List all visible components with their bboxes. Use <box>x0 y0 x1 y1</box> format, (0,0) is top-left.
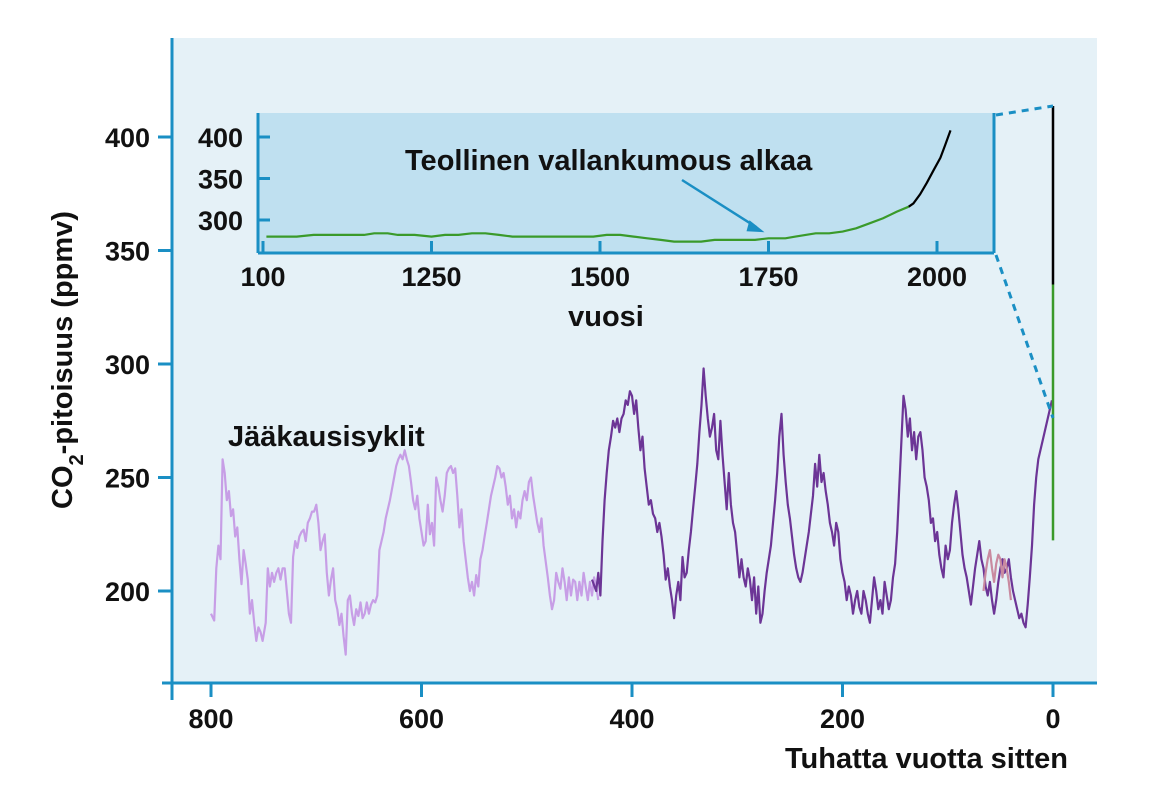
x-axis-label: Tuhatta vuotta sitten <box>785 743 1068 775</box>
inset-x-axis-label: vuosi <box>568 301 644 333</box>
annotation-arrow-head <box>746 220 765 233</box>
inset-y-tick-label: 350 <box>198 165 243 195</box>
series-line-older <box>210 449 600 656</box>
zoom-connector-bottom <box>994 254 1055 419</box>
inset-y-tick-label: 400 <box>198 123 243 153</box>
inset-plot-area <box>258 113 994 253</box>
y-tick-label: 400 <box>105 123 150 153</box>
series-line-red <box>982 548 1012 601</box>
x-tick-label: 200 <box>820 704 865 734</box>
y-tick-label: 250 <box>105 464 150 494</box>
inset-series-line-black <box>908 130 952 208</box>
inset-annotation: Teollinen vallankumous alkaa <box>405 145 813 177</box>
x-tick-label: 600 <box>399 704 444 734</box>
y-tick-label: 300 <box>105 350 150 380</box>
x-tick-label: 800 <box>188 704 233 734</box>
y-axis-label: CO2-pitoisuus (ppmv) <box>47 211 88 509</box>
inset-series-line-green <box>266 205 910 243</box>
annotation-ice-age-cycles: Jääkausisyklit <box>228 421 425 453</box>
x-tick-label: 0 <box>1045 704 1060 734</box>
y-tick-label: 350 <box>105 237 150 267</box>
inset-x-tick-label: 1250 <box>401 262 461 292</box>
zoom-connector-top <box>995 104 1054 117</box>
inset-y-tick-label: 300 <box>198 206 243 236</box>
inset-x-tick-label: 2000 <box>907 262 967 292</box>
inset-x-tick-label: 100 <box>240 262 285 292</box>
y-axis-label-subscript: 2 <box>66 454 88 465</box>
inset-x-tick-label: 1750 <box>738 262 798 292</box>
x-tick-label: 400 <box>609 704 654 734</box>
series-line-younger <box>590 367 1053 629</box>
annotation-arrow-line <box>681 178 758 229</box>
y-tick-label: 200 <box>105 577 150 607</box>
inset-x-tick-label: 1500 <box>570 262 630 292</box>
